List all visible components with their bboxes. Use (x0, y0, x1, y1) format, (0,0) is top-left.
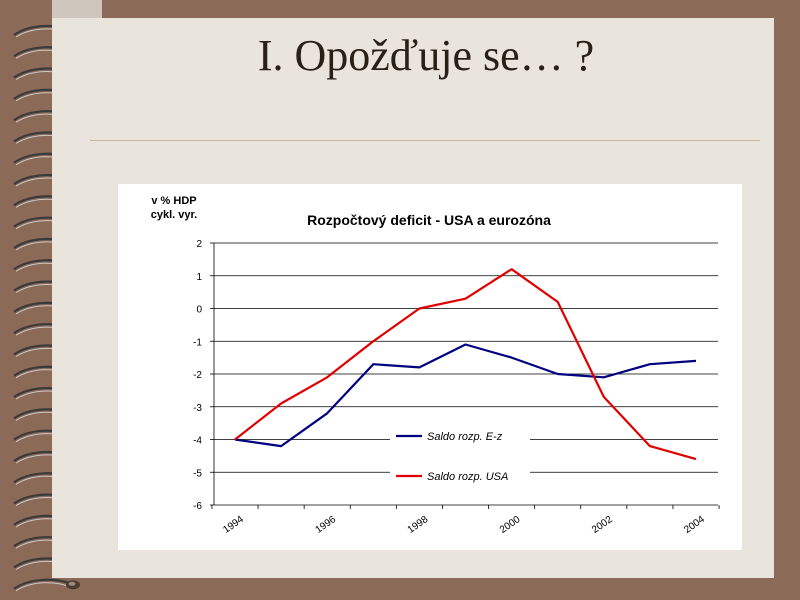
x-tick-label: 2002 (590, 514, 615, 536)
series-line-1 (234, 268, 697, 461)
y-tick-label: -6 (193, 501, 202, 512)
legend-entry-bg (390, 427, 530, 443)
legend-label: Saldo rozp. USA (427, 471, 508, 483)
title-divider (90, 140, 760, 141)
y-tick-label: -3 (193, 403, 202, 414)
slide-title: I. Opožďuje se… ? (257, 31, 595, 80)
x-tick-label: 1994 (221, 514, 246, 536)
deficit-line-chart: v % HDP cykl. vyr. Rozpočtový deficit - … (151, 195, 720, 536)
series-line-0 (234, 343, 697, 448)
y-axis-label-line2: cykl. vyr. (151, 209, 198, 221)
binding-ring (13, 578, 80, 592)
y-tick-label: 2 (196, 239, 202, 250)
x-tick-label: 1996 (313, 514, 338, 536)
y-tick-label: -1 (193, 337, 202, 348)
legend-entry-bg (390, 467, 530, 483)
y-tick-label: -2 (193, 370, 202, 381)
y-tick-label: 1 (196, 272, 202, 283)
chart-panel: v % HDP cykl. vyr. Rozpočtový deficit - … (118, 184, 742, 550)
y-tick-label: -4 (193, 436, 202, 447)
paper-tab (52, 0, 102, 18)
x-tick-label: 2004 (682, 514, 707, 536)
x-tick-label: 2000 (498, 514, 523, 536)
chart-title: Rozpočtový deficit - USA a eurozóna (307, 212, 551, 228)
y-tick-label: -5 (193, 468, 202, 479)
y-axis-label-line1: v % HDP (151, 195, 196, 207)
y-tick-label: 0 (196, 305, 202, 316)
x-tick-label: 1998 (406, 514, 431, 536)
legend-label: Saldo rozp. E-z (427, 431, 503, 443)
